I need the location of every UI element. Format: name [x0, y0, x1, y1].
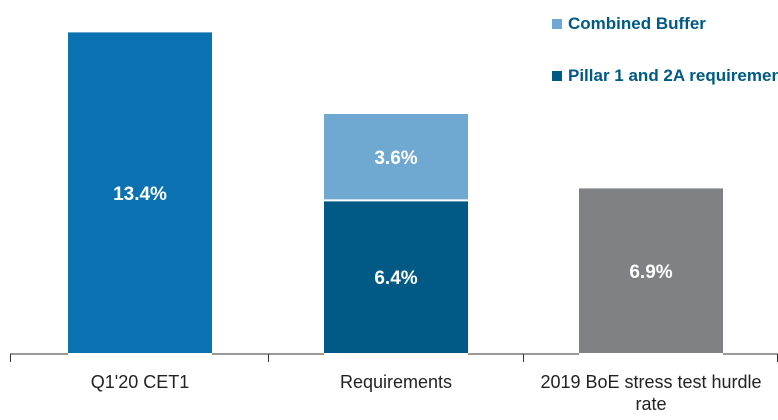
- value-label: 6.4%: [374, 268, 417, 289]
- x-tick-label: Requirements: [339, 372, 453, 392]
- x-tick-label: Q1'20 CET1: [90, 372, 190, 392]
- bar-segment: [579, 188, 723, 354]
- legend-swatch: [552, 71, 562, 81]
- legend-label: Pillar 1 and 2A requirement: [568, 66, 778, 85]
- legend-item: Combined Buffer: [552, 14, 778, 34]
- bar-segment: [68, 32, 212, 355]
- bar-segment: [324, 200, 468, 354]
- value-label: 6.9%: [629, 262, 672, 283]
- bar-segment: [324, 114, 468, 201]
- legend-swatch: [552, 19, 562, 29]
- x-tick-label: 2019 BoE stress test hurdle rate: [540, 372, 762, 414]
- legend-item: Pillar 1 and 2A requirement: [552, 66, 778, 86]
- value-label: 3.6%: [374, 148, 417, 169]
- value-label: 13.4%: [113, 184, 167, 205]
- legend-label: Combined Buffer: [568, 14, 706, 33]
